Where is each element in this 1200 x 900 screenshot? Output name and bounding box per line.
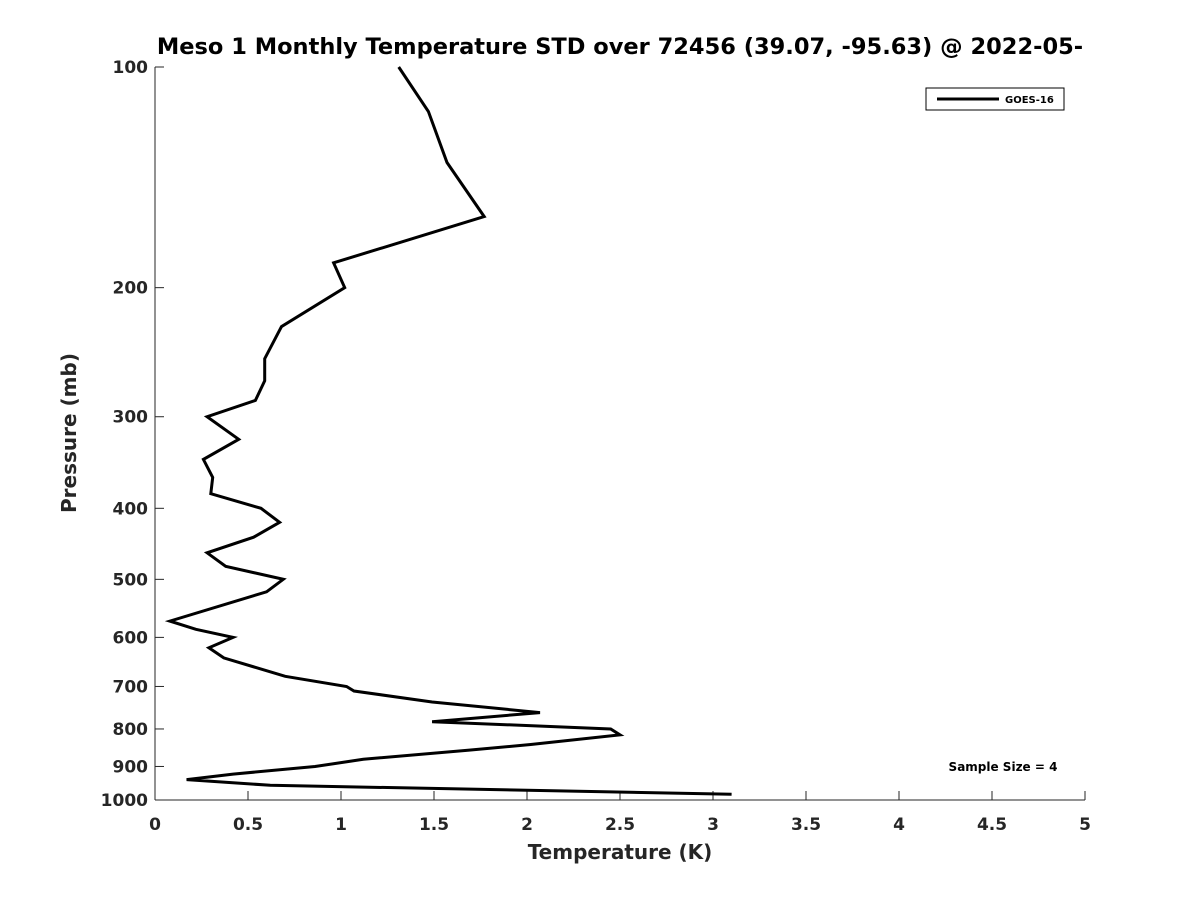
x-tick-label: 3 — [707, 815, 719, 835]
x-tick-label: 1.5 — [419, 815, 449, 835]
y-tick-label: 1000 — [101, 791, 148, 811]
y-tick-label: 500 — [113, 570, 149, 590]
x-axis-ticks: 0 0.5 1 1.5 2 2.5 3 3.5 4 4.5 5 — [149, 791, 1091, 835]
y-tick-label: 100 — [113, 58, 149, 78]
series-line-goes-16 — [164, 66, 732, 796]
y-tick-label: 600 — [113, 628, 149, 648]
series-group — [164, 66, 732, 796]
x-tick-label: 4 — [893, 815, 905, 835]
y-axis-ticks: 100 200 300 400 500 600 700 800 900 1000 — [101, 58, 164, 811]
x-tick-label: 1 — [335, 815, 347, 835]
x-tick-label: 3.5 — [791, 815, 821, 835]
y-tick-label: 400 — [113, 499, 149, 519]
y-tick-label: 200 — [113, 279, 149, 299]
x-tick-label: 4.5 — [977, 815, 1007, 835]
x-tick-label: 5 — [1079, 815, 1091, 835]
legend-label-goes-16: GOES-16 — [1005, 95, 1054, 106]
x-tick-label: 0 — [149, 815, 161, 835]
x-tick-label: 0.5 — [233, 815, 263, 835]
y-tick-label: 900 — [113, 757, 149, 777]
y-axis-label: Pressure (mb) — [57, 353, 81, 513]
y-tick-label: 800 — [113, 720, 149, 740]
y-tick-label: 300 — [113, 408, 149, 428]
x-axis-label: Temperature (K) — [528, 840, 713, 864]
chart-title: Meso 1 Monthly Temperature STD over 7245… — [157, 34, 1083, 60]
legend: GOES-16 — [925, 87, 1065, 111]
sample-size-annotation: Sample Size = 4 — [949, 760, 1058, 774]
x-tick-label: 2 — [521, 815, 533, 835]
y-tick-label: 700 — [113, 677, 149, 697]
x-tick-label: 2.5 — [605, 815, 635, 835]
